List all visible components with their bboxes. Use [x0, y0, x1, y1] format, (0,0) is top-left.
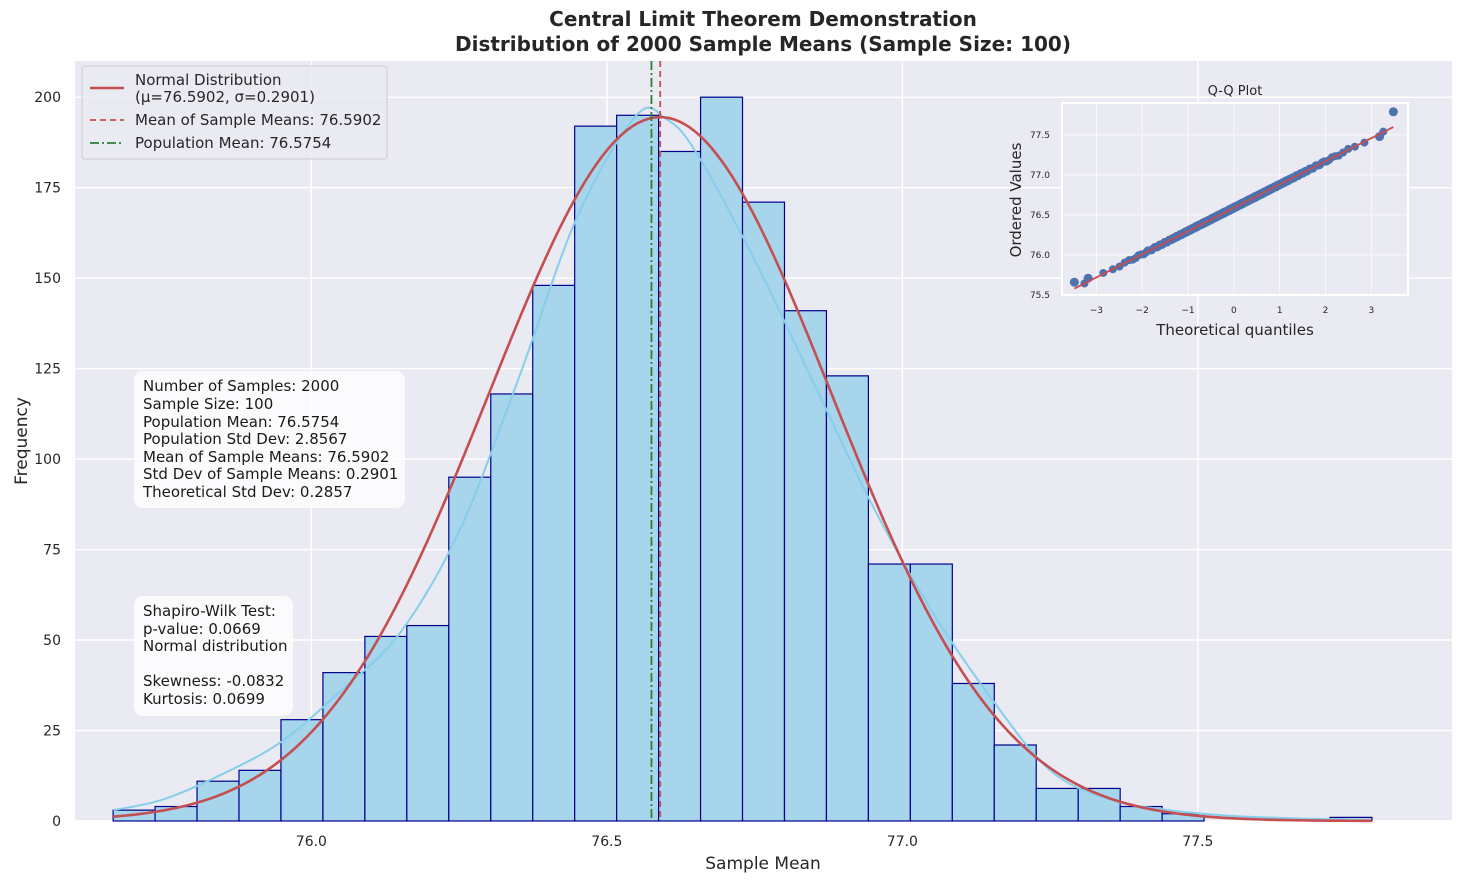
x-axis-label: Sample Mean [705, 854, 820, 874]
test-line: Kurtosis: 0.0699 [143, 690, 265, 708]
histogram-bar [490, 393, 534, 822]
stats-line: Sample Size: 100 [143, 395, 273, 413]
histogram-bar [280, 719, 324, 822]
normal-pdf-curve [113, 115, 1372, 823]
y-axis-label: Frequency [12, 397, 32, 485]
legend: Normal Distribution (μ=76.5902, σ=0.2901… [81, 65, 388, 160]
y-tick-label: 150 [34, 271, 61, 287]
qq-x-tick-label: −3 [1090, 306, 1103, 316]
normality-test-box [134, 596, 293, 716]
x-tick-label: 76.5 [591, 834, 622, 850]
qq-title: Q-Q Plot [1208, 84, 1263, 99]
qq-grid [1062, 103, 1408, 296]
histogram-bar [951, 682, 995, 822]
qq-y-tick-label: 76.0 [1030, 251, 1050, 261]
histogram-bar [322, 672, 366, 822]
y-tick-label: 0 [52, 814, 61, 830]
histogram-bar [532, 284, 576, 822]
histogram-bar [909, 563, 953, 822]
histogram-bar [406, 624, 450, 822]
qq-fit-line [1073, 126, 1394, 290]
test-line: p-value: 0.0669 [143, 620, 261, 638]
chart-subtitle: Distribution of 2000 Sample Means (Sampl… [455, 32, 1071, 56]
qq-x-tick-label: −2 [1136, 306, 1149, 316]
histogram-bar [699, 96, 744, 822]
stats-line: Population Mean: 76.5754 [143, 413, 339, 431]
qq-plot-inset: Q-Q Plot −3 −2 −1 0 1 2 375.576.076.577.077.5 … [1007, 84, 1409, 339]
qq-x-tick-label: 3 [1368, 306, 1374, 316]
normality-test-annotation: Shapiro-Wilk Test: p-value: 0.0669 Norma… [134, 596, 293, 716]
y-tick-label: 75 [43, 543, 61, 559]
stats-line: Std Dev of Sample Means: 0.2901 [143, 465, 398, 483]
qq-x-tick-label: 2 [1323, 306, 1329, 316]
x-tick-label: 76.0 [296, 834, 327, 850]
x-tick-label: 77.0 [887, 834, 918, 850]
histogram-bar [1035, 787, 1079, 822]
qq-y-tick-label: 75.5 [1030, 291, 1050, 301]
legend-label-normal-line1: Normal Distribution [135, 71, 282, 89]
histogram-bar [574, 125, 618, 822]
stats-annotation: Number of Samples: 2000 Sample Size: 100… [134, 371, 405, 508]
y-tick-label: 100 [34, 452, 61, 468]
stats-line: Mean of Sample Means: 76.5902 [143, 448, 389, 466]
qq-x-tick-label: 0 [1231, 306, 1237, 316]
histogram-bar [783, 310, 828, 822]
legend-box [81, 65, 388, 160]
y-tick-label: 25 [43, 724, 61, 740]
histogram-bar [448, 476, 492, 822]
y-tick-label: 175 [34, 181, 61, 197]
qq-axis-ticks: −3 −2 −1 0 1 2 3 75.5 76.0 76.5 77.0 77.5 [1030, 131, 1374, 316]
test-line: Skewness: -0.0832 [143, 672, 284, 690]
main-axis-ticks: 76.0 76.5 77.0 77.5 0 25 50 75 100 125 150 175 200 [34, 90, 1213, 850]
stats-line: Population Std Dev: 2.8567 [143, 430, 347, 448]
kde-curve [113, 106, 1346, 821]
distribution-curves [113, 61, 1372, 823]
stats-line: Number of Samples: 2000 [143, 377, 339, 395]
qq-y-tick-label: 77.5 [1030, 131, 1050, 141]
histogram-bar [741, 201, 786, 822]
qq-x-tick-label: −1 [1181, 306, 1194, 316]
histogram-bar [238, 769, 282, 822]
qq-y-tick-label: 77.0 [1030, 171, 1050, 181]
y-tick-label: 125 [34, 362, 61, 378]
histogram-bar [825, 375, 870, 822]
chart-title: Central Limit Theorem Demonstration [549, 7, 977, 31]
stats-box [134, 371, 405, 508]
y-tick-label: 200 [34, 90, 61, 106]
legend-label-sample-mean: Mean of Sample Means: 76.5902 [135, 111, 381, 129]
qq-point-extreme [1388, 107, 1398, 117]
qq-x-axis-label: Theoretical quantiles [1155, 321, 1314, 339]
qq-x-tick-label: 1 [1277, 306, 1283, 316]
x-tick-label: 77.5 [1182, 834, 1213, 850]
histogram-bar [657, 150, 702, 822]
test-line: Shapiro-Wilk Test: [143, 602, 276, 620]
qq-reference-line [1073, 126, 1394, 290]
test-line: Normal distribution [143, 637, 288, 655]
stats-line: Theoretical Std Dev: 0.2857 [142, 483, 352, 501]
histogram-bar [993, 744, 1037, 822]
histogram-bars [112, 96, 1373, 822]
legend-label-normal-line2: (μ=76.5902, σ=0.2901) [135, 88, 315, 106]
y-tick-label: 50 [43, 633, 61, 649]
legend-label-population-mean: Population Mean: 76.5754 [135, 134, 331, 152]
qq-y-tick-label: 76.5 [1030, 211, 1050, 221]
qq-y-axis-label: Ordered Values [1007, 142, 1025, 257]
histogram-bar [364, 635, 408, 822]
histogram-bar [867, 563, 911, 822]
qq-point-extreme [1069, 277, 1079, 287]
